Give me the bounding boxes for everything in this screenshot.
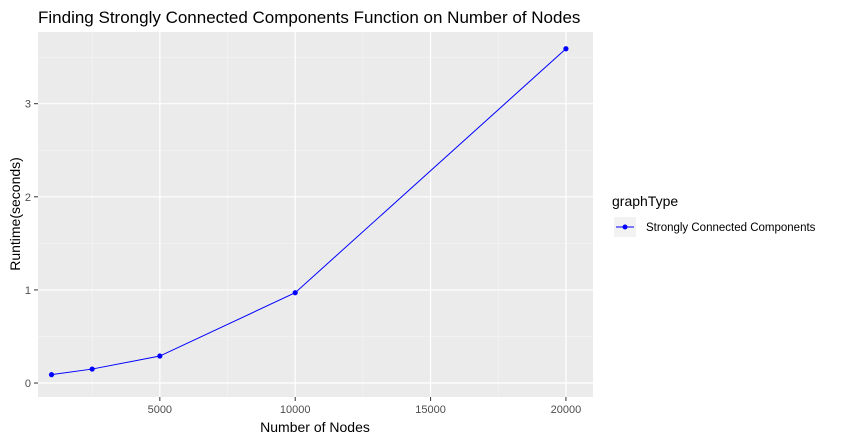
y-tick-label: 2	[25, 192, 31, 204]
y-axis-title: Runtime(seconds)	[7, 157, 23, 271]
chart-title: Finding Strongly Connected Components Fu…	[38, 8, 580, 27]
y-tick-label: 3	[25, 99, 31, 111]
data-point	[48, 372, 55, 378]
data-point	[157, 353, 163, 359]
x-tick-label: 15000	[415, 404, 446, 416]
legend-title: graphType	[612, 193, 678, 209]
legend-key-point	[622, 224, 628, 230]
y-tick-label: 0	[25, 378, 31, 390]
x-axis-title: Number of Nodes	[260, 419, 370, 435]
data-point	[292, 290, 298, 296]
minor-gridlines	[38, 32, 593, 397]
data-point	[563, 46, 569, 52]
y-axis: 0 1 2 3	[25, 99, 38, 390]
series-layer	[48, 46, 569, 378]
plot-panel	[38, 32, 593, 397]
x-tick-label: 5000	[148, 404, 172, 416]
legend-label: Strongly Connected Components	[646, 222, 816, 234]
legend: graphType Strongly Connected Components	[612, 193, 816, 237]
x-tick-label: 20000	[551, 404, 582, 416]
data-point	[89, 366, 95, 372]
x-tick-label: 10000	[280, 404, 311, 416]
y-tick-label: 1	[25, 285, 31, 297]
major-gridlines	[38, 32, 593, 397]
x-axis: 5000 10000 15000 20000	[148, 397, 582, 416]
